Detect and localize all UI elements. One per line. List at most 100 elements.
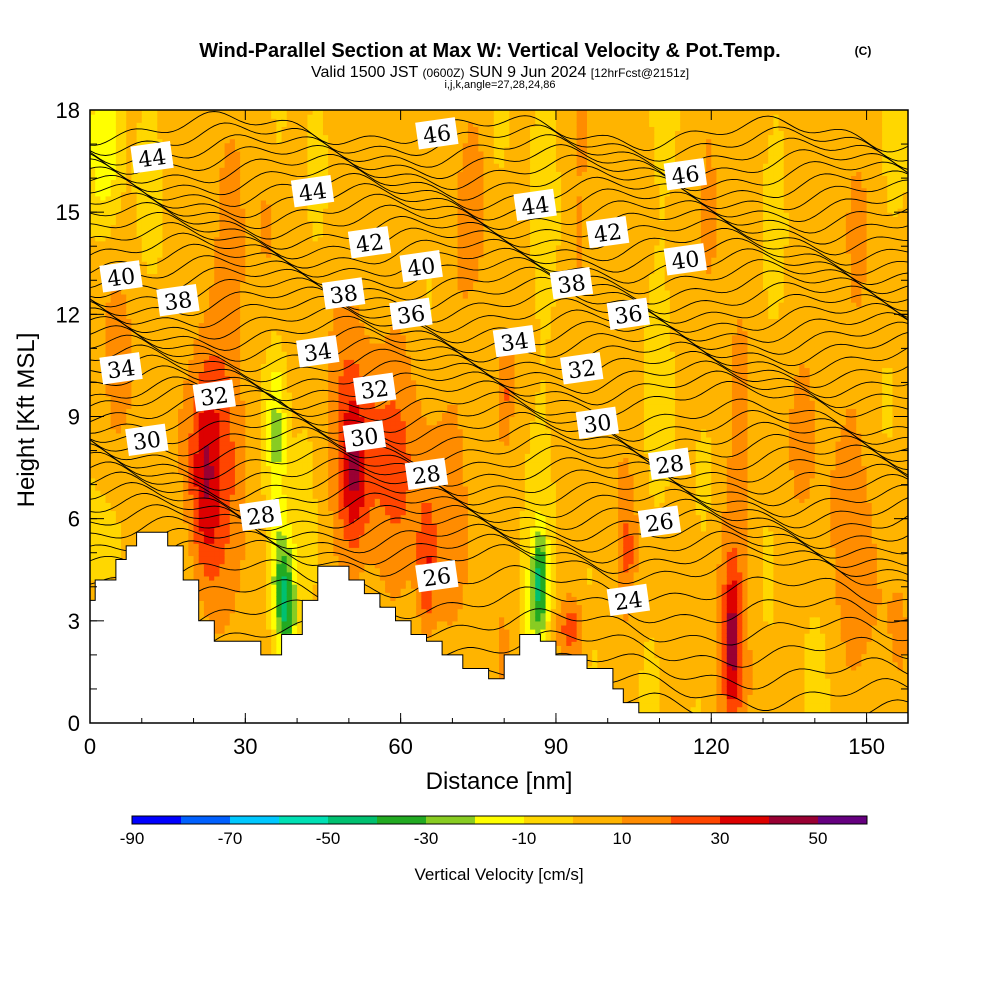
velocity-cell bbox=[198, 265, 205, 270]
velocity-cell bbox=[234, 110, 241, 115]
velocity-cell bbox=[188, 248, 195, 254]
velocity-cell bbox=[224, 412, 231, 418]
velocity-cell bbox=[250, 396, 257, 401]
velocity-cell bbox=[209, 342, 215, 348]
velocity-cell bbox=[121, 330, 127, 336]
velocity-cell bbox=[136, 175, 143, 181]
velocity-cell bbox=[214, 637, 221, 642]
velocity-cell bbox=[224, 457, 231, 463]
velocity-cell bbox=[141, 494, 148, 499]
velocity-cell bbox=[110, 318, 117, 324]
velocity-cell bbox=[188, 530, 195, 536]
velocity-cell bbox=[95, 138, 101, 144]
velocity-cell bbox=[183, 559, 189, 565]
velocity-cell bbox=[214, 257, 221, 262]
velocity-cell bbox=[214, 159, 221, 164]
velocity-cell bbox=[188, 465, 195, 471]
velocity-cell bbox=[141, 481, 148, 487]
velocity-cell bbox=[157, 277, 164, 283]
velocity-cell bbox=[100, 469, 107, 475]
velocity-cell bbox=[90, 449, 96, 454]
velocity-cell bbox=[209, 494, 215, 499]
velocity-cell bbox=[172, 412, 179, 418]
velocity-cell bbox=[198, 297, 205, 303]
velocity-cell bbox=[198, 261, 205, 266]
velocity-cell bbox=[255, 432, 262, 438]
velocity-cell bbox=[167, 261, 174, 266]
velocity-cell bbox=[234, 579, 241, 585]
velocity-cell bbox=[105, 253, 112, 258]
velocity-cell bbox=[183, 212, 189, 217]
velocity-cell bbox=[224, 441, 231, 446]
velocity-cell bbox=[240, 571, 246, 577]
velocity-cell bbox=[172, 138, 179, 144]
velocity-cell bbox=[193, 326, 200, 332]
velocity-cell bbox=[209, 330, 215, 336]
velocity-cell bbox=[136, 420, 143, 426]
velocity-cell bbox=[95, 432, 101, 438]
velocity-cell bbox=[167, 420, 174, 426]
velocity-cell bbox=[255, 171, 262, 176]
velocity-cell bbox=[121, 473, 127, 479]
velocity-cell bbox=[110, 208, 117, 213]
velocity-cell bbox=[157, 138, 164, 144]
velocity-cell bbox=[178, 408, 184, 414]
velocity-cell bbox=[178, 412, 184, 418]
velocity-cell bbox=[136, 387, 143, 393]
velocity-cell bbox=[121, 485, 127, 491]
velocity-cell bbox=[183, 445, 189, 450]
velocity-cell bbox=[234, 510, 241, 516]
velocity-cell bbox=[224, 232, 231, 238]
velocity-cell bbox=[183, 543, 189, 548]
velocity-cell bbox=[250, 347, 257, 352]
velocity-cell bbox=[198, 199, 205, 205]
velocity-cell bbox=[178, 146, 184, 152]
velocity-cell bbox=[203, 518, 210, 524]
velocity-cell bbox=[105, 126, 112, 132]
velocity-cell bbox=[219, 351, 226, 356]
velocity-cell bbox=[245, 547, 252, 552]
velocity-cell bbox=[219, 371, 226, 377]
velocity-cell bbox=[224, 175, 231, 181]
velocity-cell bbox=[146, 387, 153, 393]
velocity-cell bbox=[224, 633, 231, 638]
velocity-cell bbox=[95, 163, 101, 168]
velocity-cell bbox=[152, 297, 158, 303]
velocity-cell bbox=[115, 383, 122, 389]
velocity-cell bbox=[255, 604, 262, 610]
velocity-cell bbox=[90, 171, 96, 176]
velocity-cell bbox=[203, 330, 210, 336]
velocity-cell bbox=[121, 514, 127, 520]
velocity-cell bbox=[136, 142, 143, 148]
velocity-cell bbox=[198, 498, 205, 503]
velocity-cell bbox=[219, 416, 226, 422]
velocity-cell bbox=[115, 530, 122, 536]
velocity-cell bbox=[162, 461, 169, 467]
velocity-cell bbox=[152, 183, 158, 189]
velocity-cell bbox=[115, 187, 122, 193]
velocity-cell bbox=[203, 367, 210, 373]
velocity-cell bbox=[214, 203, 221, 209]
velocity-cell bbox=[152, 494, 158, 499]
velocity-cell bbox=[95, 183, 101, 189]
velocity-cell bbox=[224, 253, 231, 258]
velocity-cell bbox=[141, 289, 148, 295]
velocity-cell bbox=[193, 310, 200, 315]
velocity-cell bbox=[245, 563, 252, 569]
velocity-cell bbox=[178, 391, 184, 397]
velocity-cell bbox=[141, 453, 148, 458]
velocity-cell bbox=[162, 469, 169, 475]
velocity-cell bbox=[131, 391, 138, 397]
velocity-cell bbox=[178, 183, 184, 189]
velocity-cell bbox=[240, 371, 246, 377]
velocity-cell bbox=[193, 494, 200, 499]
velocity-cell bbox=[115, 416, 122, 422]
velocity-cell bbox=[209, 510, 215, 516]
velocity-cell bbox=[219, 154, 226, 160]
velocity-cell bbox=[240, 600, 246, 606]
velocity-cell bbox=[193, 469, 200, 475]
velocity-cell bbox=[172, 118, 179, 123]
velocity-cell bbox=[105, 408, 112, 414]
velocity-cell bbox=[110, 179, 117, 185]
velocity-cell bbox=[183, 232, 189, 238]
